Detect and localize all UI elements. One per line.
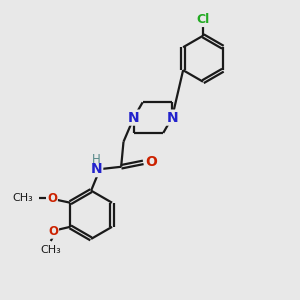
Text: CH₃: CH₃ xyxy=(40,244,61,254)
Text: O: O xyxy=(146,155,158,170)
Text: N: N xyxy=(128,111,140,124)
Text: H: H xyxy=(92,153,101,166)
Text: N: N xyxy=(166,111,178,124)
Text: O: O xyxy=(47,192,57,205)
Text: N: N xyxy=(91,162,102,176)
Text: O: O xyxy=(48,225,58,238)
Text: Cl: Cl xyxy=(196,13,210,26)
Text: CH₃: CH₃ xyxy=(13,193,33,203)
